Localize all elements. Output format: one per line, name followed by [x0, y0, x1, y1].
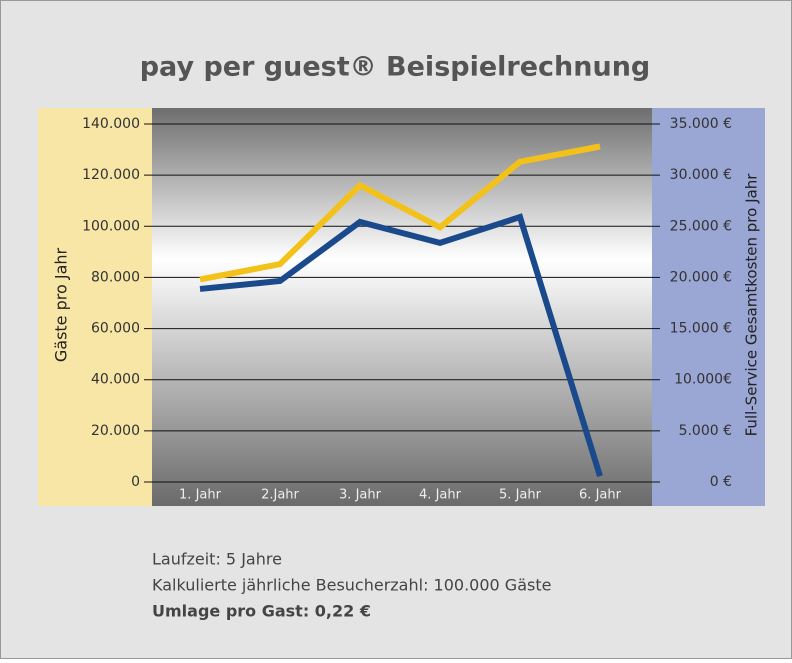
y2-tick-label: 5.000 € [679, 423, 732, 439]
y2-axis-label: Full-Service Gesamtkosten pro Jahr [743, 173, 761, 437]
y-tick-label: 0 [131, 474, 140, 490]
x-tick-label: 5. Jahr [499, 488, 542, 503]
y2-tick-label: 10.000€ [674, 372, 732, 388]
x-tick-label: 4. Jahr [419, 488, 462, 503]
y-tick-label: 120.000 [82, 167, 140, 183]
plot-area [152, 108, 652, 506]
x-tick-label: 2.Jahr [261, 488, 299, 503]
y-axis-label: Gäste pro Jahr [52, 247, 71, 362]
y-tick-label: 80.000 [91, 269, 140, 285]
x-tick-label: 6. Jahr [579, 488, 622, 503]
y2-tick-label: 15.000 € [670, 321, 732, 337]
right-axis-panel [652, 108, 765, 506]
series-line [199, 213, 603, 478]
chart-title: pay per guest® Beispielrechnung [140, 52, 651, 83]
note: Umlage pro Gast: 0,22 € [152, 602, 371, 621]
y-tick-label: 60.000 [91, 321, 140, 337]
y-tick-label: 40.000 [91, 372, 140, 388]
y2-tick-label: 35.000 € [670, 116, 732, 132]
x-tick-label: 3. Jahr [339, 488, 382, 503]
note: Laufzeit: 5 Jahre [152, 550, 282, 569]
y2-tick-label: 30.000 € [670, 167, 732, 183]
y2-tick-label: 0 € [710, 474, 732, 490]
left-axis-panel [38, 108, 152, 506]
y2-tick-label: 25.000 € [670, 218, 732, 234]
y2-tick-label: 20.000 € [670, 269, 732, 285]
y-tick-label: 100.000 [82, 218, 140, 234]
y-tick-label: 140.000 [82, 116, 140, 132]
x-tick-label: 1. Jahr [179, 488, 222, 503]
note: Kalkulierte jährliche Besucherzahl: 100.… [152, 576, 551, 595]
series-line [199, 143, 601, 283]
y-tick-label: 20.000 [91, 423, 140, 439]
